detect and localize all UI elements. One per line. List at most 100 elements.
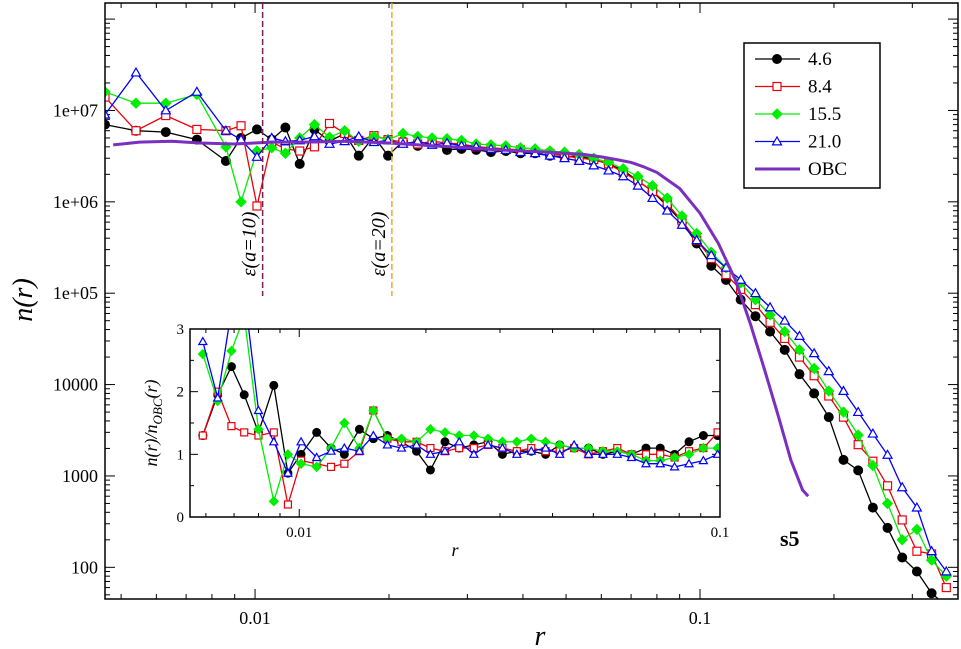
- legend-marker: [771, 135, 783, 146]
- x-tick-label: 0.01: [239, 608, 271, 628]
- inset-data-point: [325, 445, 337, 455]
- inset-data-point: [698, 442, 709, 454]
- data-point: [558, 152, 571, 163]
- y-tick-label: 1e+05: [53, 283, 98, 303]
- data-point: [942, 601, 951, 610]
- data-point: [853, 465, 864, 476]
- inset-data-point: [240, 312, 249, 321]
- inset-data-point: [311, 452, 322, 462]
- inset-data-point: [440, 437, 450, 447]
- inset-data-point: [283, 500, 293, 509]
- inset-x-tick-label: 0.01: [286, 525, 312, 541]
- data-point: [779, 314, 791, 325]
- inset-data-point: [583, 449, 594, 458]
- data-point: [808, 347, 820, 358]
- data-point: [705, 249, 717, 260]
- data-point: [823, 412, 834, 423]
- inset-data-point: [340, 459, 349, 468]
- inset-data-point: [282, 449, 294, 460]
- legend-box: [743, 42, 881, 189]
- inset-data-point: [698, 431, 708, 441]
- inset-series: [197, 312, 720, 509]
- data-point: [808, 362, 820, 375]
- inset-data-point: [269, 428, 278, 437]
- inset-data-point: [197, 336, 208, 346]
- inset-data-point: [268, 496, 280, 507]
- data-point: [911, 523, 923, 536]
- data-point: [251, 151, 263, 161]
- legend-label: 8.4: [808, 77, 832, 98]
- data-point: [617, 170, 629, 181]
- data-point: [779, 325, 791, 338]
- inset-data-point: [253, 424, 264, 435]
- inset-data-point: [455, 443, 464, 453]
- data-point: [105, 108, 111, 119]
- inset-data-point: [339, 442, 350, 452]
- data-point: [837, 385, 850, 395]
- inset-data-point: [339, 417, 350, 429]
- data-point: [882, 449, 894, 459]
- data-point: [324, 118, 335, 129]
- inset-data-point: [468, 430, 480, 441]
- inset-data-point: [612, 449, 623, 458]
- data-point: [661, 192, 673, 204]
- data-point: [323, 138, 336, 148]
- inset-data-point: [640, 458, 652, 468]
- data-point: [926, 588, 937, 599]
- inset-data-point: [198, 431, 207, 440]
- inset-data-point: [626, 452, 637, 462]
- inset-data-point: [439, 427, 451, 438]
- data-point: [867, 459, 879, 472]
- data-point: [308, 130, 321, 141]
- inset-data-point: [354, 445, 365, 455]
- data-point: [105, 92, 110, 102]
- data-point: [940, 565, 952, 576]
- inset-data-point: [483, 439, 494, 449]
- data-point: [251, 124, 262, 135]
- inset-data-point: [295, 458, 307, 469]
- data-point: [295, 146, 305, 156]
- inset-series-21_0: [197, 329, 720, 477]
- main-panel: 0.01 0.1 100 1000 10000 1e+05 1e+06 1e+07: [53, 2, 959, 628]
- data-point: [735, 274, 747, 284]
- inset-axes-frame: [189, 328, 721, 518]
- data-point: [105, 119, 110, 130]
- data-point: [912, 546, 922, 556]
- legend-label: 21.0: [808, 132, 841, 153]
- data-point: [266, 142, 278, 154]
- data-point: [765, 326, 776, 337]
- inset-data-point: [439, 445, 451, 455]
- inset-data-point: [526, 445, 537, 455]
- data-point: [397, 127, 409, 140]
- inset-y-tick-label: 2: [177, 385, 185, 401]
- y-tick-label: 1e+06: [53, 192, 98, 212]
- data-point: [603, 164, 615, 175]
- inset-panel: 0.01 0.1 0 1 2 3 r n(r)/nOBC(r): [141, 312, 729, 560]
- data-point: [160, 127, 171, 138]
- data-point: [130, 66, 142, 77]
- data-point: [794, 369, 805, 380]
- data-point: [235, 196, 247, 208]
- inset-data-point: [540, 442, 551, 452]
- inset-y-axis-label: n(r)/nOBC(r): [141, 380, 165, 467]
- inset-data-point: [212, 392, 223, 402]
- inset-data-point: [454, 436, 465, 446]
- inset-data-point: [269, 380, 279, 390]
- epsilon-a10-label: ε(a=10): [239, 211, 261, 276]
- inset-data-point: [226, 362, 236, 372]
- inset-data-point: [713, 428, 720, 437]
- inset-data-point: [425, 465, 435, 475]
- inset-data-point: [511, 449, 522, 458]
- data-point: [646, 180, 659, 192]
- data-point: [867, 427, 879, 438]
- inset-data-point: [226, 345, 237, 357]
- series-line: [113, 139, 810, 498]
- data-point: [661, 204, 673, 215]
- data-point: [837, 406, 850, 418]
- data-point: [309, 142, 320, 152]
- data-point: [573, 155, 585, 165]
- data-point: [308, 118, 321, 131]
- data-point: [852, 406, 864, 417]
- data-point: [691, 234, 703, 245]
